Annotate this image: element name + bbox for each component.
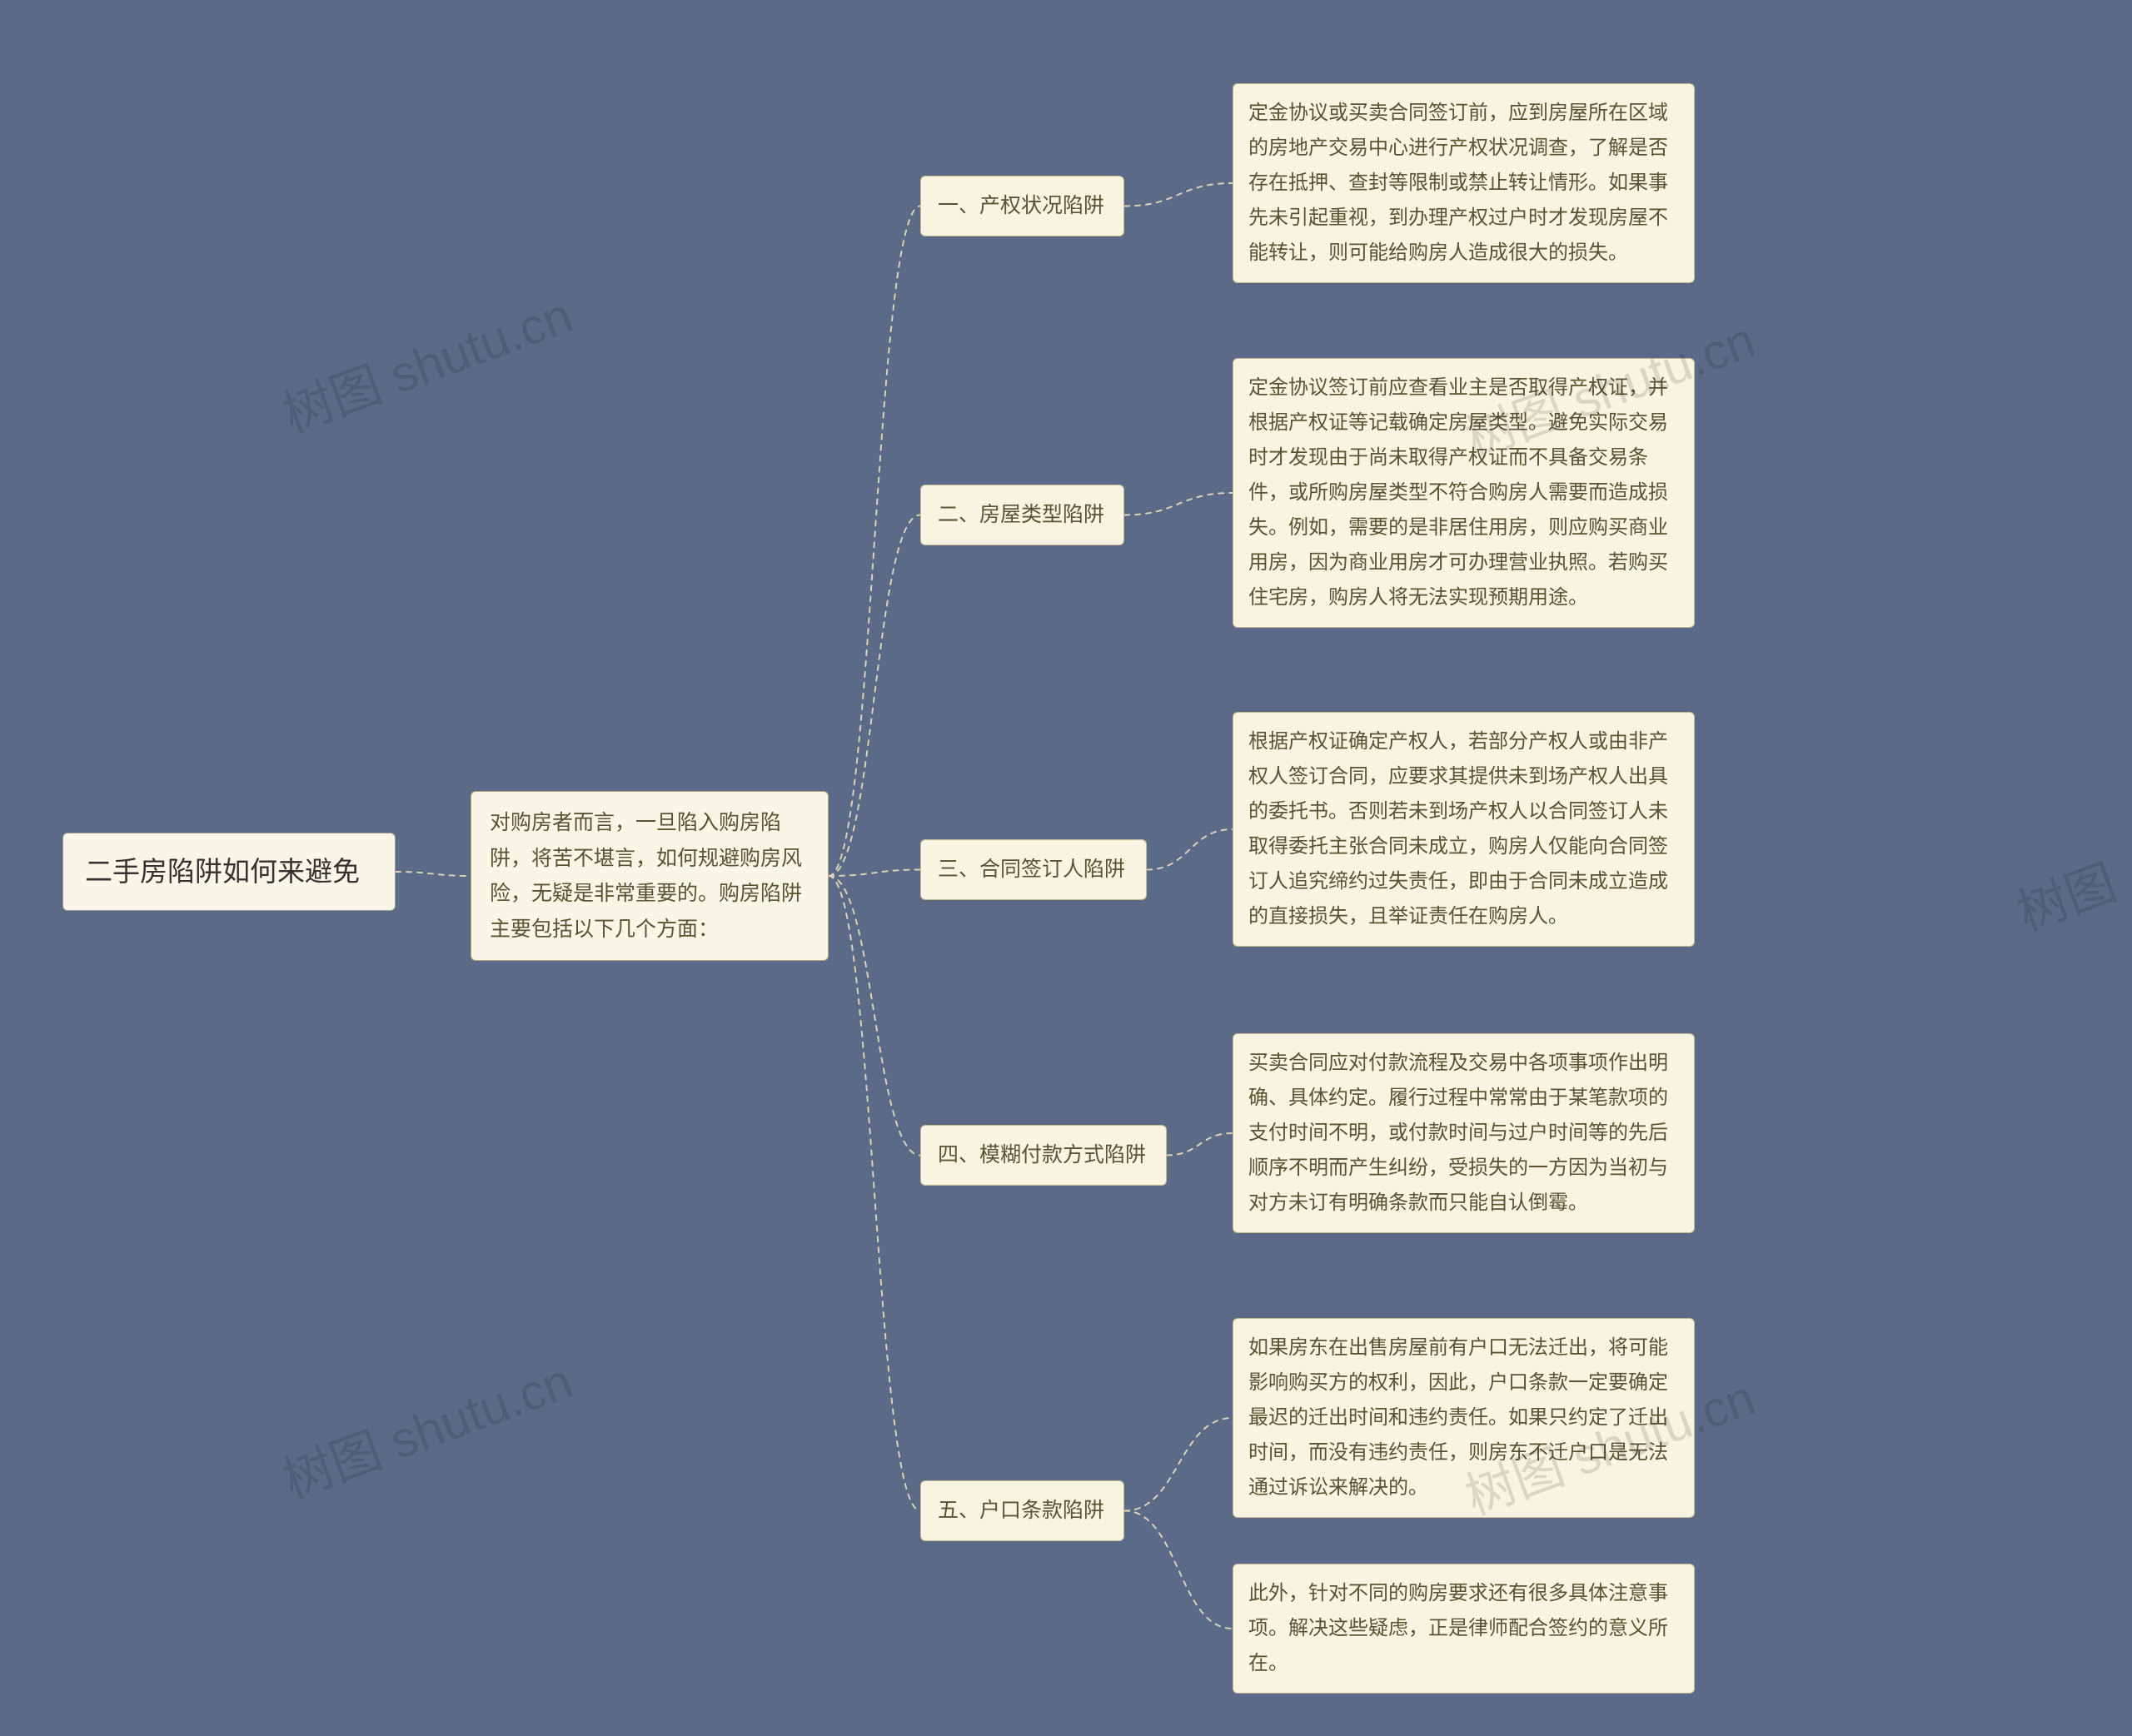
detail-text: 根据产权证确定产权人，若部分产权人或由非产权人签订合同，应要求其提供未到场产权人… [1248,730,1668,928]
category-node-1: 一、产权状况陷阱 [920,176,1124,236]
root-text: 二手房陷阱如何来避免 [85,856,360,887]
category-node-2: 二、房屋类型陷阱 [920,485,1124,545]
detail-text: 定金协议签订前应查看业主是否取得产权证，并根据产权证等记载确定房屋类型。避免实际… [1248,376,1668,609]
detail-text: 此外，针对不同的购房要求还有很多具体注意事项。解决这些疑虑，正是律师配合签约的意… [1248,1582,1668,1674]
category-label: 三、合同签订人陷阱 [938,858,1125,881]
detail-node-5b: 此外，针对不同的购房要求还有很多具体注意事项。解决这些疑虑，正是律师配合签约的意… [1233,1564,1695,1694]
watermark: 树图 shutu.cn [271,275,580,446]
category-node-5: 五、户口条款陷阱 [920,1480,1124,1541]
detail-node-4: 买卖合同应对付款流程及交易中各项事项作出明确、具体约定。履行过程中常常由于某笔款… [1233,1033,1695,1233]
detail-text: 如果房东在出售房屋前有户口无法迁出，将可能影响购买方的权利，因此，户口条款一定要… [1248,1336,1668,1499]
detail-node-1: 定金协议或买卖合同签订前，应到房屋所在区域的房地产交易中心进行产权状况调查，了解… [1233,83,1695,283]
category-node-4: 四、模糊付款方式陷阱 [920,1125,1167,1186]
detail-node-3: 根据产权证确定产权人，若部分产权人或由非产权人签订合同，应要求其提供未到场产权人… [1233,712,1695,947]
category-label: 五、户口条款陷阱 [938,1499,1104,1522]
intro-text: 对购房者而言，一旦陷入购房陷阱，将苦不堪言，如何规避购房风险，无疑是非常重要的。… [490,811,802,941]
detail-node-5a: 如果房东在出售房屋前有户口无法迁出，将可能影响购买方的权利，因此，户口条款一定要… [1233,1318,1695,1518]
detail-text: 买卖合同应对付款流程及交易中各项事项作出明确、具体约定。履行过程中常常由于某笔款… [1248,1052,1668,1214]
mindmap-intro: 对购房者而言，一旦陷入购房陷阱，将苦不堪言，如何规避购房风险，无疑是非常重要的。… [471,791,829,961]
watermark: 树图 shutu.cn [271,1341,580,1512]
category-label: 四、模糊付款方式陷阱 [938,1143,1146,1166]
category-node-3: 三、合同签订人陷阱 [920,839,1147,900]
category-label: 二、房屋类型陷阱 [938,503,1104,526]
watermark: 树图 [2006,843,2125,945]
detail-text: 定金协议或买卖合同签订前，应到房屋所在区域的房地产交易中心进行产权状况调查，了解… [1248,102,1668,264]
category-label: 一、产权状况陷阱 [938,194,1104,217]
detail-node-2: 定金协议签订前应查看业主是否取得产权证，并根据产权证等记载确定房屋类型。避免实际… [1233,358,1695,628]
mindmap-root: 二手房陷阱如何来避免 [62,833,396,911]
